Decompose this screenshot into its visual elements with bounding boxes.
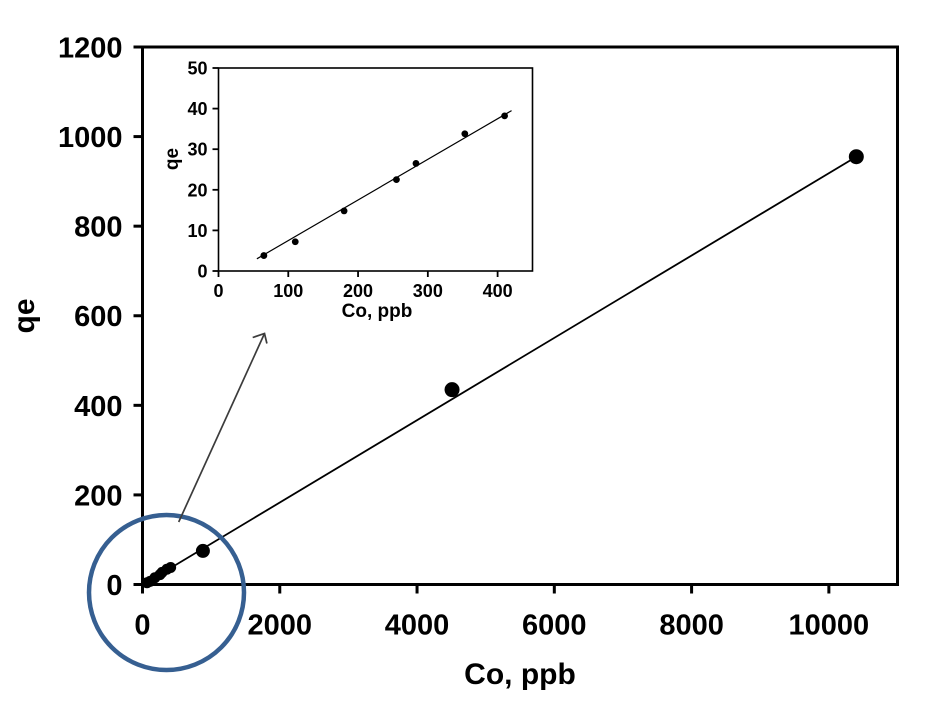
- main-y-tick-label: 1000: [58, 122, 123, 154]
- inset-data-point: [501, 112, 508, 120]
- main-data-point: [444, 382, 460, 398]
- annotation-layer: [86, 332, 268, 673]
- inset-x-tick-label: 0: [213, 281, 223, 301]
- inset-y-tick-label: 0: [197, 261, 207, 281]
- main-x-tick-label: 4000: [385, 610, 450, 642]
- inset-y-tick-label: 20: [187, 180, 207, 200]
- inset-data-point: [340, 207, 348, 215]
- inset-y-tick-label: 10: [187, 221, 207, 241]
- inset-data-point: [291, 238, 299, 246]
- inset-x-axis-title: Co, ppb: [342, 301, 413, 322]
- inset-x-tick-label: 100: [273, 281, 303, 301]
- inset-data-point: [260, 252, 268, 259]
- inset-y-axis-title: qe: [162, 148, 183, 170]
- inset-y-tick-label: 50: [187, 58, 207, 78]
- inset-data-point: [412, 160, 420, 167]
- inset-x-tick-label: 300: [413, 281, 443, 301]
- zoom-arrow-head-icon: [252, 332, 268, 344]
- main-x-tick-label: 0: [134, 610, 150, 642]
- main-y-tick-label: 400: [74, 391, 122, 423]
- main-data-point: [165, 561, 177, 573]
- main-x-tick-label: 10000: [789, 610, 870, 642]
- main-x-axis-title: Co, ppb: [464, 658, 576, 691]
- zoom-arrow: [177, 333, 266, 523]
- inset-y-tick-label: 40: [187, 99, 207, 119]
- main-y-tick-label: 600: [74, 301, 122, 333]
- inset-data-point: [393, 176, 400, 184]
- inset-plot: 0 100 200 300 400 0 10 20 30 40 50: [187, 58, 534, 301]
- main-plot: 0 2000 4000 6000 8000 10000020040060080010001…: [58, 32, 899, 642]
- main-y-tick-label: 800: [74, 212, 122, 244]
- main-x-tick-label: 6000: [522, 610, 587, 642]
- main-data-point: [848, 149, 864, 165]
- main-x-tick-label: 8000: [659, 610, 724, 642]
- inset-plot-border: [217, 67, 534, 272]
- main-data-point: [195, 543, 210, 558]
- inset-x-tick-label: 400: [483, 281, 513, 301]
- main-y-tick-label: 0: [106, 570, 122, 602]
- inset-data-point: [461, 130, 469, 138]
- main-y-axis-title: qe: [8, 298, 41, 333]
- main-fit-line: [144, 155, 857, 585]
- main-y-tick-label: 200: [74, 480, 122, 512]
- inset-x-tick-label: 200: [343, 281, 373, 301]
- origin-highlight-circle: [86, 512, 247, 673]
- main-x-tick-label: 2000: [248, 610, 313, 642]
- main-y-tick-label: 1200: [58, 32, 123, 64]
- main-plot-border: [141, 45, 899, 586]
- inset-y-tick-label: 30: [187, 140, 207, 160]
- inset-fit-line: [256, 110, 512, 260]
